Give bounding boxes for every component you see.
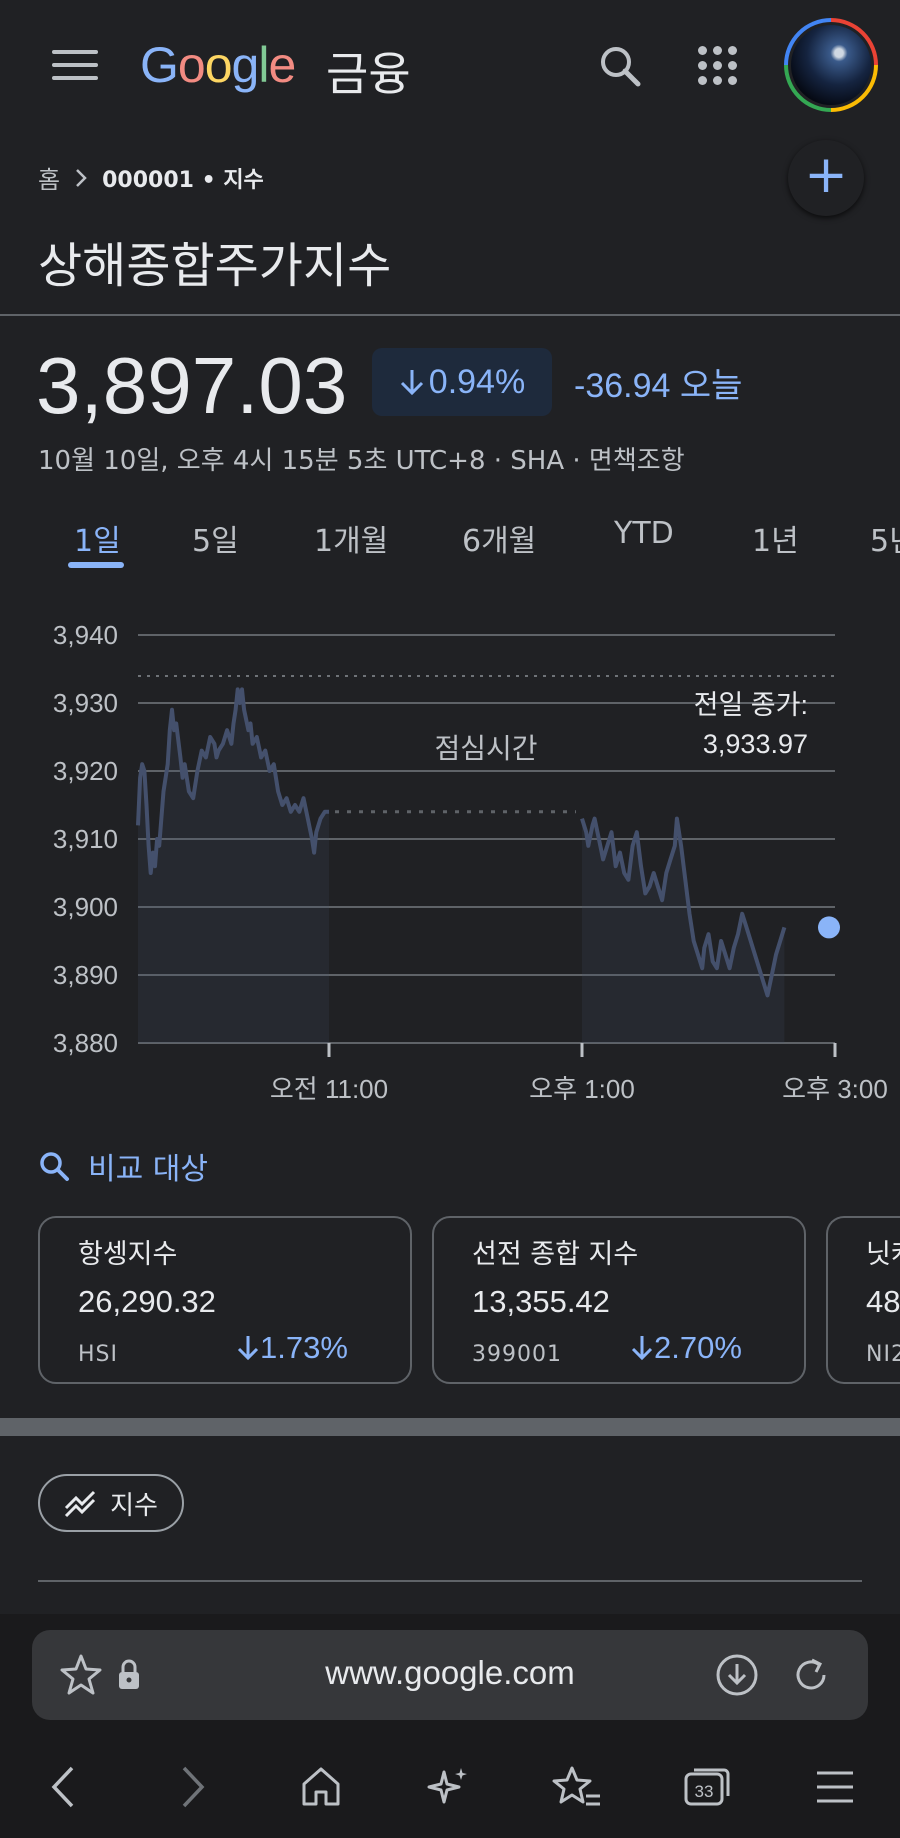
current-value-dot — [818, 916, 840, 939]
arrow-down-icon — [237, 1336, 259, 1361]
card-ticker: 399001 — [472, 1342, 562, 1367]
change-percent: 0.94% — [428, 362, 526, 401]
address-bar[interactable]: www.google.com — [32, 1630, 868, 1720]
x-tick-label: 오후 1:00 — [529, 1074, 635, 1100]
sparkle-icon — [427, 1768, 467, 1804]
compare-button[interactable]: 비교 대상 — [38, 1144, 208, 1188]
previous-close-value: 3,933.97 — [703, 729, 808, 759]
compare-card-hsi[interactable]: 항셍지수 26,290.32 HSI 1.73% — [38, 1216, 412, 1384]
logo-finance-label: 금융 — [326, 47, 411, 101]
y-tick-label: 3,880 — [53, 1028, 118, 1058]
index-chip[interactable]: 지수 — [38, 1474, 184, 1532]
menu-icon — [817, 1771, 853, 1803]
card-value: 13,355.42 — [472, 1284, 610, 1319]
download-icon[interactable] — [714, 1652, 760, 1698]
afternoon-series-area — [582, 818, 785, 1043]
breadcrumb-home[interactable]: 홈 — [38, 166, 61, 194]
card-change-value: 1.73% — [260, 1330, 348, 1365]
bookmark-star-icon[interactable] — [58, 1652, 104, 1698]
previous-close-label: 전일 종가: — [694, 690, 808, 720]
star-list-icon — [552, 1766, 600, 1806]
trending-icon — [65, 1490, 96, 1518]
y-tick-label: 3,940 — [53, 620, 118, 650]
chevron-right-icon — [182, 1766, 205, 1808]
card-value: 26,290.32 — [78, 1284, 216, 1319]
y-tick-label: 3,930 — [53, 688, 118, 718]
breadcrumb-current: 000001 • 지수 — [102, 167, 264, 193]
morning-series-line — [136, 687, 329, 875]
forward-button[interactable] — [158, 1752, 228, 1822]
section-separator — [0, 1418, 900, 1436]
page-title: 상해종합주가지수 — [38, 238, 392, 294]
divider — [38, 1580, 862, 1582]
afternoon-series-line — [580, 816, 787, 998]
y-tick-label: 3,920 — [53, 756, 118, 786]
reload-icon[interactable] — [788, 1652, 834, 1698]
change-absolute: -36.94 오늘 — [574, 367, 743, 405]
lock-icon[interactable] — [114, 1656, 144, 1692]
tabs-button[interactable]: 33 — [672, 1752, 742, 1822]
y-tick-label: 3,890 — [53, 960, 118, 990]
card-change: 2.70% — [630, 1330, 742, 1366]
ai-sparkle-button[interactable] — [414, 1752, 484, 1822]
chip-label: 지수 — [110, 1490, 158, 1521]
tab-1y[interactable]: 1년 — [752, 524, 799, 559]
arrow-down-icon — [631, 1336, 653, 1361]
add-to-watchlist-button[interactable]: + — [788, 140, 864, 216]
intraday-chart[interactable]: 3,940 3,930 3,920 3,910 3,900 3,890 3,880 오전 11… — [0, 600, 900, 1100]
home-button[interactable] — [286, 1752, 356, 1822]
breadcrumb: 홈 000001 • 지수 — [38, 160, 264, 195]
tab-6m[interactable]: 6개월 — [462, 524, 537, 559]
card-name: 닛케이 — [866, 1239, 900, 1270]
avatar[interactable] — [784, 18, 878, 112]
bookmarks-button[interactable] — [542, 1752, 612, 1822]
card-change: 1.73% — [236, 1330, 348, 1366]
browser-nav-row: 33 — [0, 1752, 900, 1822]
back-button[interactable] — [28, 1752, 98, 1822]
search-icon — [40, 1152, 69, 1181]
active-tab-indicator — [68, 562, 124, 568]
tabs-icon: 33 — [684, 1768, 730, 1806]
quote-timestamp: 10월 10일, 오후 4시 15분 5초 UTC+8 · SHA · 면책조항 — [38, 446, 685, 476]
menu-icon[interactable] — [52, 50, 98, 82]
tab-1m[interactable]: 1개월 — [314, 524, 389, 559]
plus-icon: + — [804, 145, 848, 205]
y-tick-label: 3,900 — [53, 892, 118, 922]
current-price: 3,897.03 — [36, 341, 348, 430]
lunch-label: 점심시간 — [434, 733, 537, 764]
url-text[interactable]: www.google.com — [325, 1654, 575, 1691]
tab-ytd[interactable]: YTD — [614, 516, 674, 551]
x-tick-label: 오후 3:00 — [782, 1074, 888, 1100]
tab-count: 33 — [695, 1782, 714, 1801]
search-icon[interactable] — [598, 44, 642, 88]
card-ticker: HSI — [78, 1342, 118, 1367]
card-ticker: NI2 — [866, 1342, 900, 1367]
card-name: 선전 종합 지수 — [472, 1239, 639, 1270]
card-change-value: 2.70% — [654, 1330, 742, 1365]
tab-1d[interactable]: 1일 — [74, 524, 121, 559]
x-tick-label: 오전 11:00 — [270, 1074, 388, 1100]
card-value: 48 — [866, 1284, 900, 1319]
compare-label: 비교 대상 — [88, 1152, 208, 1187]
tab-5y[interactable]: 5년 — [870, 524, 900, 559]
card-name: 항셍지수 — [78, 1239, 178, 1270]
y-tick-label: 3,910 — [53, 824, 118, 854]
google-logo[interactable]: Google — [140, 37, 296, 93]
arrow-down-icon — [400, 370, 423, 396]
browser-menu-button[interactable] — [800, 1752, 870, 1822]
apps-grid-icon[interactable] — [698, 46, 738, 86]
tab-5d[interactable]: 5일 — [192, 524, 239, 559]
compare-card-nikkei[interactable]: 닛케이 48 NI2 — [826, 1216, 900, 1384]
divider — [0, 314, 900, 316]
home-icon — [302, 1767, 340, 1806]
range-tabs: 1일 5일 1개월 6개월 YTD 1년 5년 — [0, 516, 900, 572]
change-percent-badge: 0.94% — [372, 348, 552, 416]
top-app-bar: Google 금융 — [0, 0, 900, 132]
compare-card-szse[interactable]: 선전 종합 지수 13,355.42 399001 2.70% — [432, 1216, 806, 1384]
chevron-left-icon — [51, 1766, 74, 1808]
chevron-right-icon — [76, 168, 87, 187]
